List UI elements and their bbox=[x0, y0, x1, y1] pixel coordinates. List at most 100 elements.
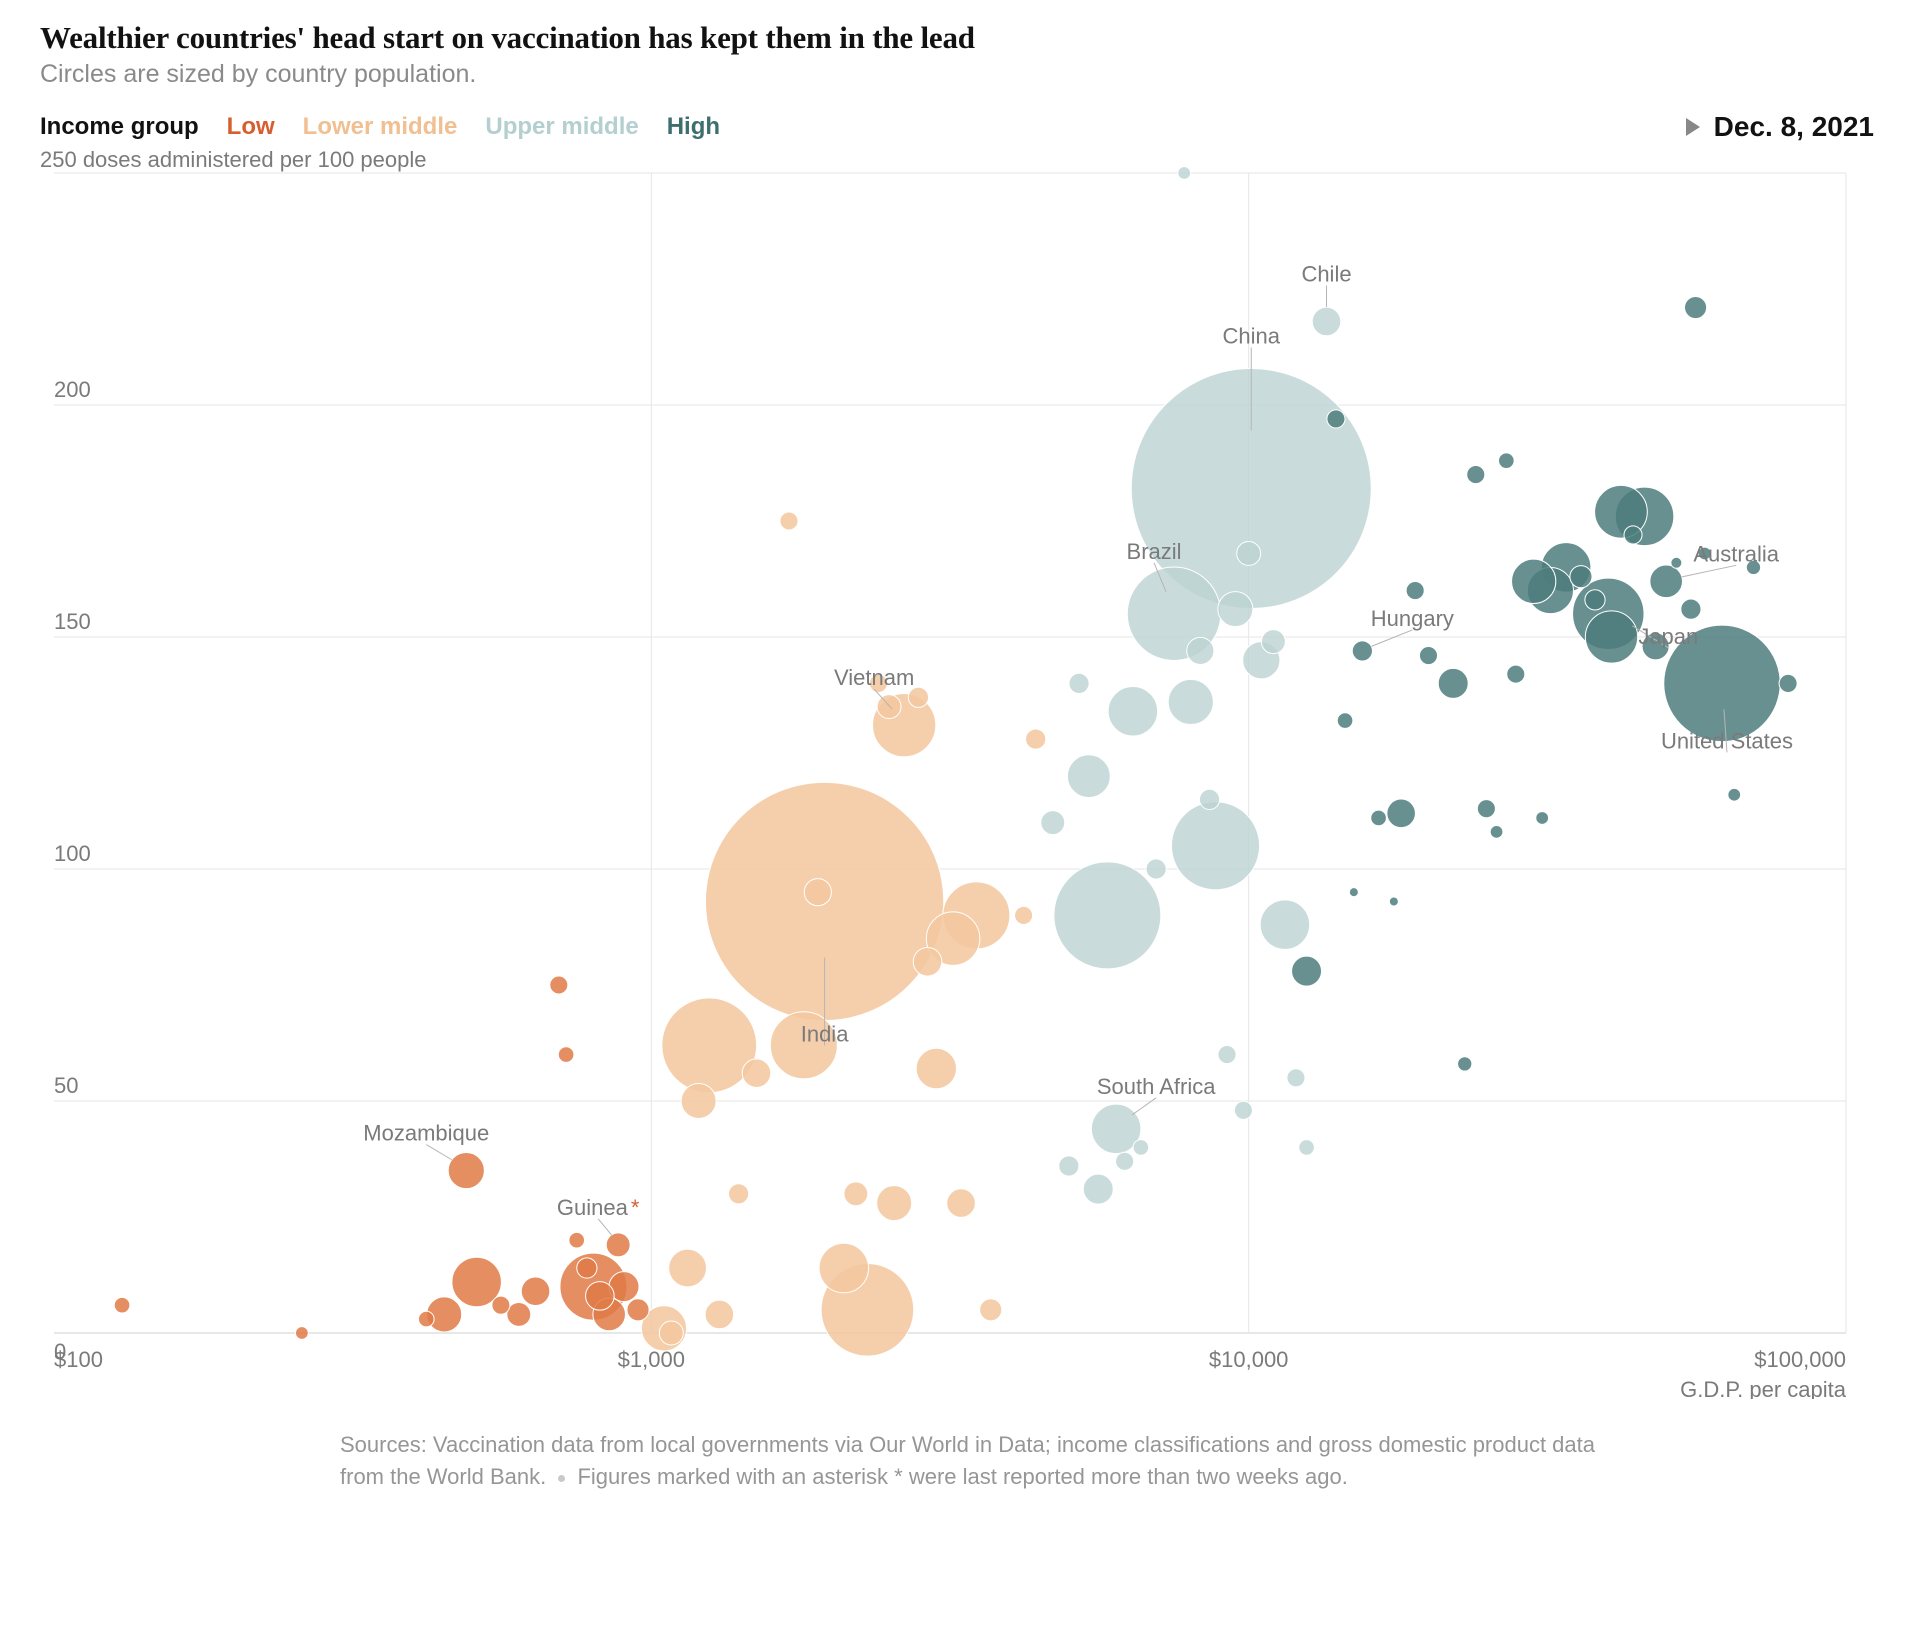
bubble bbox=[1507, 665, 1525, 683]
bubble bbox=[1585, 611, 1637, 663]
legend-item-low: Low bbox=[227, 113, 275, 141]
bubble-label: Vietnam bbox=[834, 665, 914, 690]
bubble bbox=[913, 948, 942, 977]
bubble bbox=[681, 1083, 716, 1118]
bubble-label: Australia bbox=[1693, 541, 1779, 566]
y-axis-top-label: 250 doses administered per 100 people bbox=[40, 147, 427, 173]
bubble bbox=[492, 1296, 510, 1314]
chart-footnote: Sources: Vaccination data from local gov… bbox=[340, 1429, 1620, 1493]
bubble bbox=[1261, 630, 1285, 654]
bubble bbox=[1499, 453, 1515, 469]
bubble bbox=[1728, 788, 1741, 801]
bubble bbox=[1059, 1156, 1079, 1176]
bubble bbox=[1237, 542, 1261, 566]
bubble bbox=[1536, 812, 1549, 825]
bubble bbox=[1406, 582, 1424, 600]
bubble bbox=[1438, 668, 1468, 698]
bubble bbox=[1458, 1057, 1472, 1071]
bubble bbox=[1292, 956, 1322, 986]
bubble bbox=[1299, 1140, 1315, 1156]
bubble bbox=[1069, 673, 1089, 693]
chart-date: Dec. 8, 2021 bbox=[1714, 111, 1874, 143]
bubble bbox=[1389, 897, 1398, 906]
chart-subtitle: Circles are sized by country population. bbox=[40, 60, 1874, 89]
bubble bbox=[1570, 566, 1592, 588]
bubble bbox=[729, 1184, 749, 1204]
bubble bbox=[662, 998, 757, 1093]
bubble bbox=[1218, 592, 1253, 627]
bubble bbox=[1026, 729, 1046, 749]
bubble bbox=[586, 1282, 615, 1311]
bubble bbox=[606, 1233, 630, 1257]
bubble bbox=[1171, 802, 1259, 890]
bubble-label: India bbox=[801, 1021, 849, 1046]
legend-item-high: High bbox=[667, 113, 720, 141]
bubble bbox=[1054, 862, 1161, 969]
bubble bbox=[1083, 1174, 1113, 1204]
bubble bbox=[1467, 466, 1485, 484]
bubble bbox=[1477, 800, 1495, 818]
bubble-label: Guinea* bbox=[557, 1195, 640, 1220]
bubble bbox=[1041, 811, 1065, 835]
bubble-label: Japan bbox=[1638, 624, 1698, 649]
bubble bbox=[1512, 559, 1556, 603]
bubble bbox=[1287, 1069, 1305, 1087]
bubble bbox=[627, 1299, 649, 1321]
bubble bbox=[114, 1297, 130, 1313]
bubble bbox=[1352, 641, 1372, 661]
bubble bbox=[1585, 590, 1605, 610]
bubble bbox=[1218, 1046, 1236, 1064]
bubble bbox=[742, 1059, 771, 1088]
legend-item-upper-middle: Upper middle bbox=[485, 113, 638, 141]
bubble bbox=[669, 1249, 707, 1287]
bubble-label: China bbox=[1223, 324, 1281, 349]
chart-title: Wealthier countries' head start on vacci… bbox=[40, 20, 1874, 56]
bubble bbox=[1199, 789, 1219, 809]
play-icon[interactable] bbox=[1686, 118, 1700, 136]
bubble bbox=[550, 976, 568, 994]
svg-text:$10,000: $10,000 bbox=[1209, 1347, 1289, 1372]
bubble-label: South Africa bbox=[1097, 1074, 1216, 1099]
bubble bbox=[507, 1302, 531, 1326]
svg-text:G.D.P. per capita: G.D.P. per capita bbox=[1680, 1377, 1847, 1399]
scatter-chart: 250 doses administered per 100 people 05… bbox=[40, 149, 1874, 1399]
bubble bbox=[804, 879, 831, 906]
bubble bbox=[1187, 637, 1214, 664]
svg-text:$1,000: $1,000 bbox=[618, 1347, 685, 1372]
bubble bbox=[877, 695, 901, 719]
bubble bbox=[844, 1182, 868, 1206]
bubble bbox=[1312, 307, 1341, 336]
bubble bbox=[908, 687, 928, 707]
bubble bbox=[521, 1277, 550, 1306]
bubble bbox=[1681, 599, 1701, 619]
bubble bbox=[1371, 810, 1387, 826]
bubble bbox=[877, 1186, 912, 1221]
bubble bbox=[947, 1189, 976, 1218]
bubble bbox=[1260, 900, 1310, 950]
svg-text:150: 150 bbox=[54, 609, 91, 634]
bubble bbox=[1146, 859, 1166, 879]
bubble bbox=[659, 1321, 683, 1345]
bubble bbox=[1671, 557, 1682, 568]
svg-text:$100,000: $100,000 bbox=[1754, 1347, 1846, 1372]
bubble bbox=[1490, 825, 1503, 838]
bubble bbox=[1116, 1152, 1134, 1170]
bubble bbox=[1133, 1140, 1149, 1156]
bubble bbox=[1067, 755, 1110, 798]
bubble bbox=[418, 1311, 434, 1327]
svg-text:100: 100 bbox=[54, 841, 91, 866]
bubble-label: Hungary bbox=[1371, 606, 1454, 631]
bubble bbox=[1650, 565, 1683, 598]
bubble bbox=[295, 1327, 308, 1340]
legend-item-lower-middle: Lower middle bbox=[303, 113, 458, 141]
bubble bbox=[1779, 674, 1797, 692]
bubble bbox=[1015, 906, 1033, 924]
bubble bbox=[1327, 410, 1345, 428]
bubble bbox=[448, 1153, 484, 1189]
bubble bbox=[1337, 713, 1353, 729]
bubble bbox=[780, 512, 798, 530]
svg-text:50: 50 bbox=[54, 1073, 78, 1098]
bubble bbox=[705, 1300, 734, 1329]
bubble bbox=[1419, 647, 1437, 665]
bubble bbox=[577, 1258, 597, 1278]
